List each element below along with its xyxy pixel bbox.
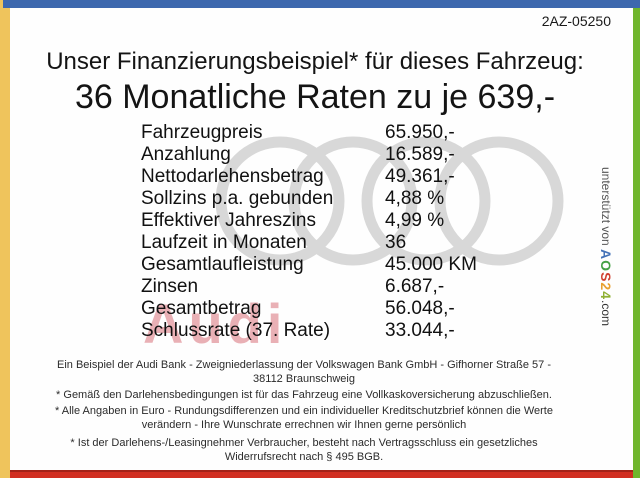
frame-bottom-bar	[10, 470, 633, 478]
frame-top-bar	[3, 0, 640, 8]
finance-table: Fahrzeugpreis 65.950,- Anzahlung 16.589,…	[141, 122, 477, 342]
finance-value: 49.361,-	[385, 166, 455, 187]
footer-line: * Ist der Darlehens-/Leasingnehmer Verbr…	[70, 437, 538, 449]
doc-id: 2AZ-05250	[541, 13, 611, 29]
finance-row: Sollzins p.a. gebunden 4,88 %	[141, 188, 477, 210]
finance-label: Fahrzeugpreis	[141, 122, 263, 143]
finance-row: Gesamtlaufleistung 45.000 KM	[141, 254, 477, 276]
footer-line: * Gemäß den Darlehensbedingungen ist für…	[56, 389, 552, 401]
finance-label: Gesamtlaufleistung	[141, 254, 304, 275]
finance-row: Laufzeit in Monaten 36	[141, 232, 477, 254]
finance-value: 6.687,-	[385, 276, 445, 297]
footer-line: * Alle Angaben in Euro - Rundungsdiffere…	[55, 405, 553, 417]
title-line-2: 36 Monatliche Raten zu je 639,-	[74, 78, 556, 116]
audi-wordmark-watermark: Audi	[143, 292, 288, 355]
finance-row: Gesamtbetrag 56.048,-	[141, 298, 477, 320]
finance-value: 36	[385, 232, 407, 253]
finance-value: 33.044,-	[385, 320, 455, 341]
finance-label: Schlussrate (37. Rate)	[141, 320, 331, 341]
aos24-logo: AOS24	[598, 249, 614, 300]
footer-line: Widerrufsrecht nach § 495 BGB.	[224, 451, 384, 463]
finance-value: 45.000 KM	[385, 254, 477, 275]
finance-label: Zinsen	[141, 276, 199, 297]
finance-value: 4,88 %	[385, 188, 445, 209]
footer-line: 38112 Braunschweig	[253, 373, 355, 385]
finance-row: Schlussrate (37. Rate) 33.044,-	[141, 320, 477, 342]
supporter-prefix: unterstützt von	[599, 167, 613, 250]
finance-label: Laufzeit in Monaten	[141, 232, 307, 253]
finance-label: Sollzins p.a. gebunden	[141, 188, 334, 209]
finance-row: Zinsen 6.687,-	[141, 276, 477, 298]
frame-right-bar	[633, 8, 640, 478]
finance-value: 16.589,-	[385, 144, 455, 165]
footer-line: Ein Beispiel der Audi Bank - Zweignieder…	[56, 359, 552, 371]
finance-value: 4,99 %	[385, 210, 445, 231]
finance-row: Anzahlung 16.589,-	[141, 144, 477, 166]
supporter-text: unterstützt von AOS24.com	[598, 167, 614, 357]
finance-value: 56.048,-	[385, 298, 455, 319]
title-line-1: Unser Finanzierungsbeispiel* für dieses …	[46, 48, 584, 75]
finance-label: Gesamtbetrag	[141, 298, 262, 319]
footer-line: verändern - Ihre Wunschrate errechnen wi…	[141, 419, 467, 431]
finance-value: 65.950,-	[385, 122, 455, 143]
finance-row: Effektiver Jahreszins 4,99 %	[141, 210, 477, 232]
footer: Ein Beispiel der Audi Bank - Zweignieder…	[28, 358, 580, 464]
finance-label: Effektiver Jahreszins	[141, 210, 316, 231]
supporter-suffix: .com	[599, 300, 613, 327]
frame-left-bar	[0, 0, 10, 478]
finance-label: Anzahlung	[141, 144, 231, 165]
finance-label: Nettodarlehensbetrag	[141, 166, 324, 187]
finance-row: Fahrzeugpreis 65.950,-	[141, 122, 477, 144]
finance-row: Nettodarlehensbetrag 49.361,-	[141, 166, 477, 188]
